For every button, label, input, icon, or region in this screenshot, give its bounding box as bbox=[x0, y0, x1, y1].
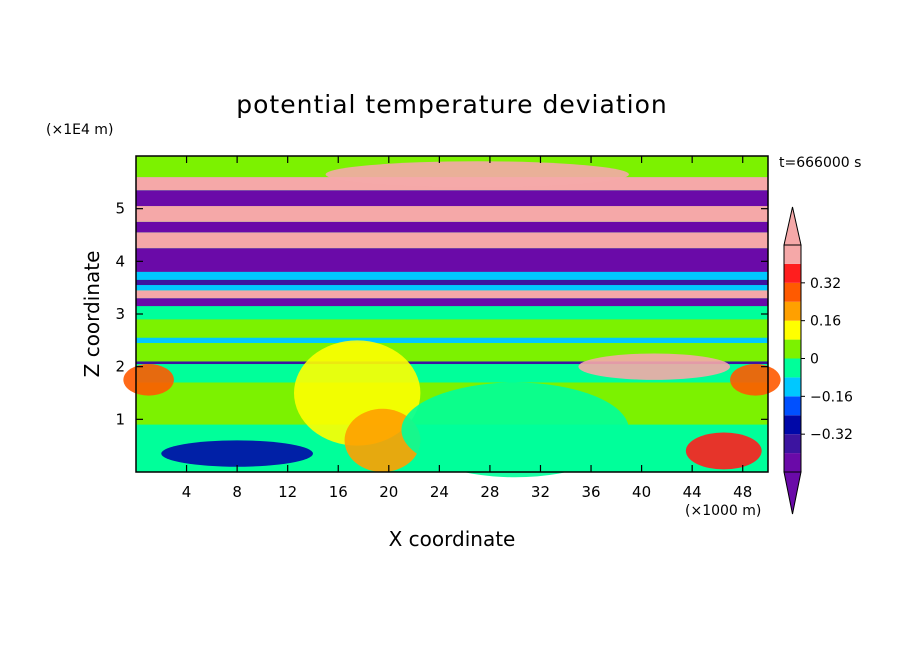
x-tick-label: 44 bbox=[683, 483, 702, 501]
colorbar-swatch bbox=[784, 377, 801, 397]
x-tick-label: 20 bbox=[379, 483, 398, 501]
x-unit-label: (×1000 m) bbox=[685, 503, 761, 519]
y-unit-label: (×1E4 m) bbox=[46, 122, 113, 138]
x-tick-label: 16 bbox=[329, 483, 348, 501]
x-tick-label: 48 bbox=[733, 483, 752, 501]
y-tick-label: 1 bbox=[115, 410, 125, 428]
colorbar-swatch bbox=[784, 339, 801, 359]
colorbar-swatch bbox=[784, 263, 801, 283]
colorbar-swatch bbox=[784, 301, 801, 321]
x-axis-label: X coordinate bbox=[389, 527, 516, 551]
colorbar-label: −0.32 bbox=[810, 427, 853, 443]
x-tick-label: 28 bbox=[480, 483, 499, 501]
colorbar-swatch bbox=[784, 320, 801, 340]
colorbar-swatch bbox=[784, 282, 801, 302]
contour-band bbox=[136, 190, 768, 207]
y-tick-label: 5 bbox=[115, 200, 125, 218]
colorbar-swatch bbox=[784, 434, 801, 454]
y-tick-label: 3 bbox=[115, 305, 125, 323]
y-axis-ticks: 1 2 3 4 5 bbox=[115, 200, 768, 428]
colorbar-swatch bbox=[784, 245, 801, 264]
contour-band bbox=[136, 232, 768, 249]
x-tick-label: 36 bbox=[581, 483, 600, 501]
colorbar-extend-bottom bbox=[783, 471, 802, 515]
x-tick-label: 8 bbox=[232, 483, 242, 501]
contour-band bbox=[136, 337, 768, 343]
x-tick-label: 32 bbox=[531, 483, 550, 501]
colorbar-swatch bbox=[784, 396, 801, 416]
contour-band bbox=[136, 319, 768, 338]
colorbar-swatch bbox=[784, 415, 801, 435]
contour-blob bbox=[730, 364, 781, 396]
colorbar: 0.32 0.16 0 −0.16 −0.32 bbox=[783, 206, 853, 515]
contour-band bbox=[136, 271, 768, 280]
contour-band bbox=[136, 206, 768, 222]
plot-area bbox=[123, 155, 781, 478]
contour-band bbox=[136, 306, 768, 320]
contour-blob bbox=[123, 364, 174, 396]
contour-band bbox=[136, 290, 768, 299]
colorbar-label: −0.16 bbox=[810, 389, 853, 405]
y-tick-label: 4 bbox=[115, 252, 125, 270]
contour-band bbox=[136, 221, 768, 233]
contour-blob bbox=[161, 440, 313, 467]
colorbar-label: 0 bbox=[810, 352, 819, 368]
x-tick-label: 24 bbox=[430, 483, 449, 501]
colorbar-swatch bbox=[784, 453, 801, 472]
contour-blob bbox=[344, 408, 421, 472]
time-annotation: t=666000 s bbox=[779, 155, 861, 171]
contour-blob bbox=[401, 382, 629, 478]
chart-title: potential temperature deviation bbox=[236, 90, 667, 119]
y-tick-label: 2 bbox=[115, 358, 125, 376]
y-axis-label: Z coordinate bbox=[80, 251, 104, 378]
colorbar-extend-top bbox=[783, 206, 802, 246]
contour-band bbox=[136, 361, 768, 365]
colorbar-swatch bbox=[784, 358, 801, 378]
colorbar-label: 0.16 bbox=[810, 314, 841, 330]
contour-band bbox=[136, 248, 768, 272]
contour-blob bbox=[578, 353, 731, 380]
colorbar-label: 0.32 bbox=[810, 276, 841, 292]
x-tick-label: 40 bbox=[632, 483, 651, 501]
contour-band bbox=[136, 285, 768, 291]
contour-field bbox=[123, 156, 781, 478]
contour-blob bbox=[325, 161, 629, 188]
contour-band bbox=[136, 298, 768, 307]
contour-blob bbox=[685, 432, 762, 470]
x-tick-label: 12 bbox=[278, 483, 297, 501]
x-tick-label: 4 bbox=[182, 483, 192, 501]
contour-band bbox=[136, 279, 768, 286]
x-axis-ticks: 4 8 12 16 20 24 28 32 36 40 44 48 bbox=[182, 156, 752, 501]
